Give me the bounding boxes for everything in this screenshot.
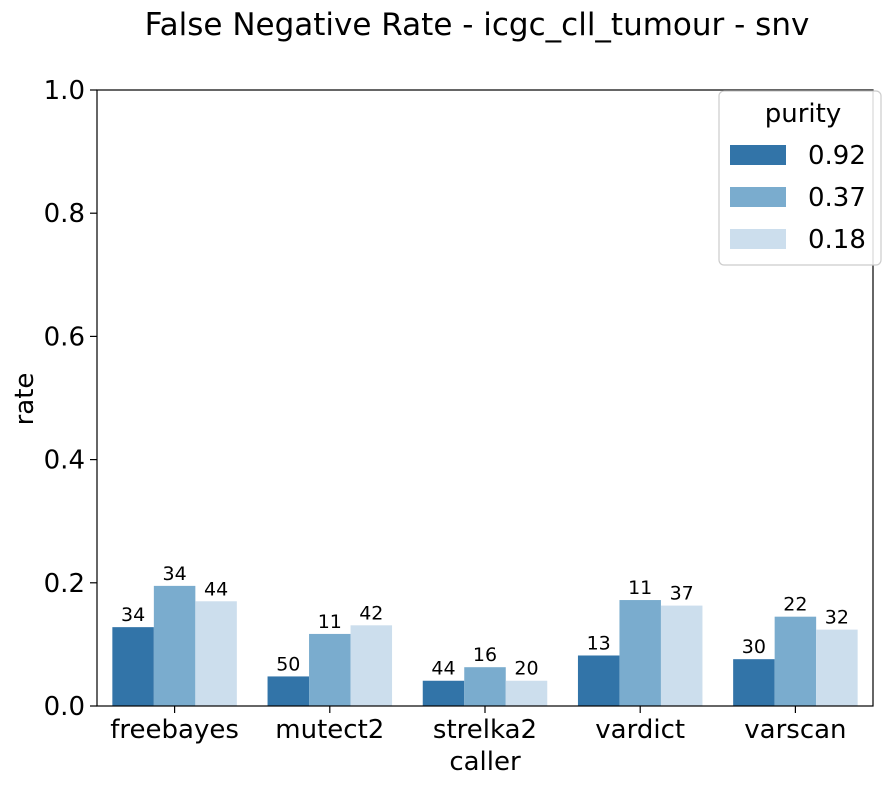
x-tick-label: vardict (595, 715, 685, 745)
bar-data-label: 11 (628, 577, 652, 599)
y-tick-label: 0.0 (44, 692, 85, 722)
x-axis-label: caller (449, 747, 521, 777)
bar-mutect2-0.37 (309, 633, 351, 706)
legend-entry-label: 0.37 (808, 183, 866, 213)
x-tick-label: mutect2 (275, 715, 384, 745)
bar-mutect2-0.92 (267, 676, 310, 706)
x-tick-label: strelka2 (433, 715, 537, 745)
legend-entry-label: 0.18 (808, 225, 866, 255)
bar-data-label: 20 (514, 658, 538, 680)
bar-data-label: 42 (359, 602, 383, 624)
bar-vardict-0.18 (660, 605, 703, 706)
bar-data-label: 11 (318, 611, 342, 633)
bar-data-label: 16 (473, 644, 497, 666)
legend: purity 0.92 0.37 0.18 (718, 90, 882, 266)
bar-data-label: 50 (276, 653, 300, 675)
y-tick-label: 0.8 (44, 199, 85, 229)
x-tick-label: freebayes (110, 715, 239, 745)
legend-swatch (730, 229, 786, 249)
bar-data-label: 34 (163, 563, 187, 585)
legend-swatch (730, 187, 786, 207)
bar-data-label: 32 (825, 607, 849, 629)
bar-strelka2-0.18 (505, 680, 548, 706)
bar-data-label: 30 (742, 636, 766, 658)
legend-entry-label: 0.92 (808, 141, 866, 171)
bar-vardict-0.92 (577, 655, 620, 706)
y-tick-label: 0.6 (44, 322, 85, 352)
bar-data-label: 44 (204, 578, 228, 600)
y-tick-label: 0.4 (44, 446, 85, 476)
legend-title: purity (765, 99, 841, 129)
y-tick-label: 1.0 (44, 76, 85, 106)
bar-mutect2-0.18 (350, 625, 393, 706)
bar-varscan-0.18 (816, 629, 858, 706)
bar-varscan-0.37 (774, 616, 817, 706)
plot-area: 34 50 44 13 30 34 11 16 11 22 44 42 20 37 32 0.0 0.2 0.4 0… (44, 76, 874, 745)
bar-data-label: 44 (431, 658, 455, 680)
bar-data-label: 37 (670, 583, 694, 605)
bar-freebayes-0.92 (112, 627, 154, 706)
chart-title: False Negative Rate - icgc_cll_tumour - … (145, 7, 810, 43)
legend-box (718, 90, 882, 266)
x-tick-label: varscan (744, 715, 846, 745)
bar-strelka2-0.37 (464, 667, 506, 706)
bar-varscan-0.92 (733, 659, 775, 706)
legend-swatch (730, 145, 786, 165)
bar-data-label: 22 (783, 594, 807, 616)
bar-data-label: 34 (121, 604, 145, 626)
bar-freebayes-0.18 (195, 601, 237, 706)
bar-data-label: 13 (587, 632, 611, 654)
bar-freebayes-0.37 (153, 585, 196, 706)
bar-vardict-0.37 (619, 600, 661, 706)
bar-strelka2-0.92 (422, 680, 465, 706)
y-axis-label: rate (10, 373, 40, 426)
y-tick-label: 0.2 (44, 569, 85, 599)
